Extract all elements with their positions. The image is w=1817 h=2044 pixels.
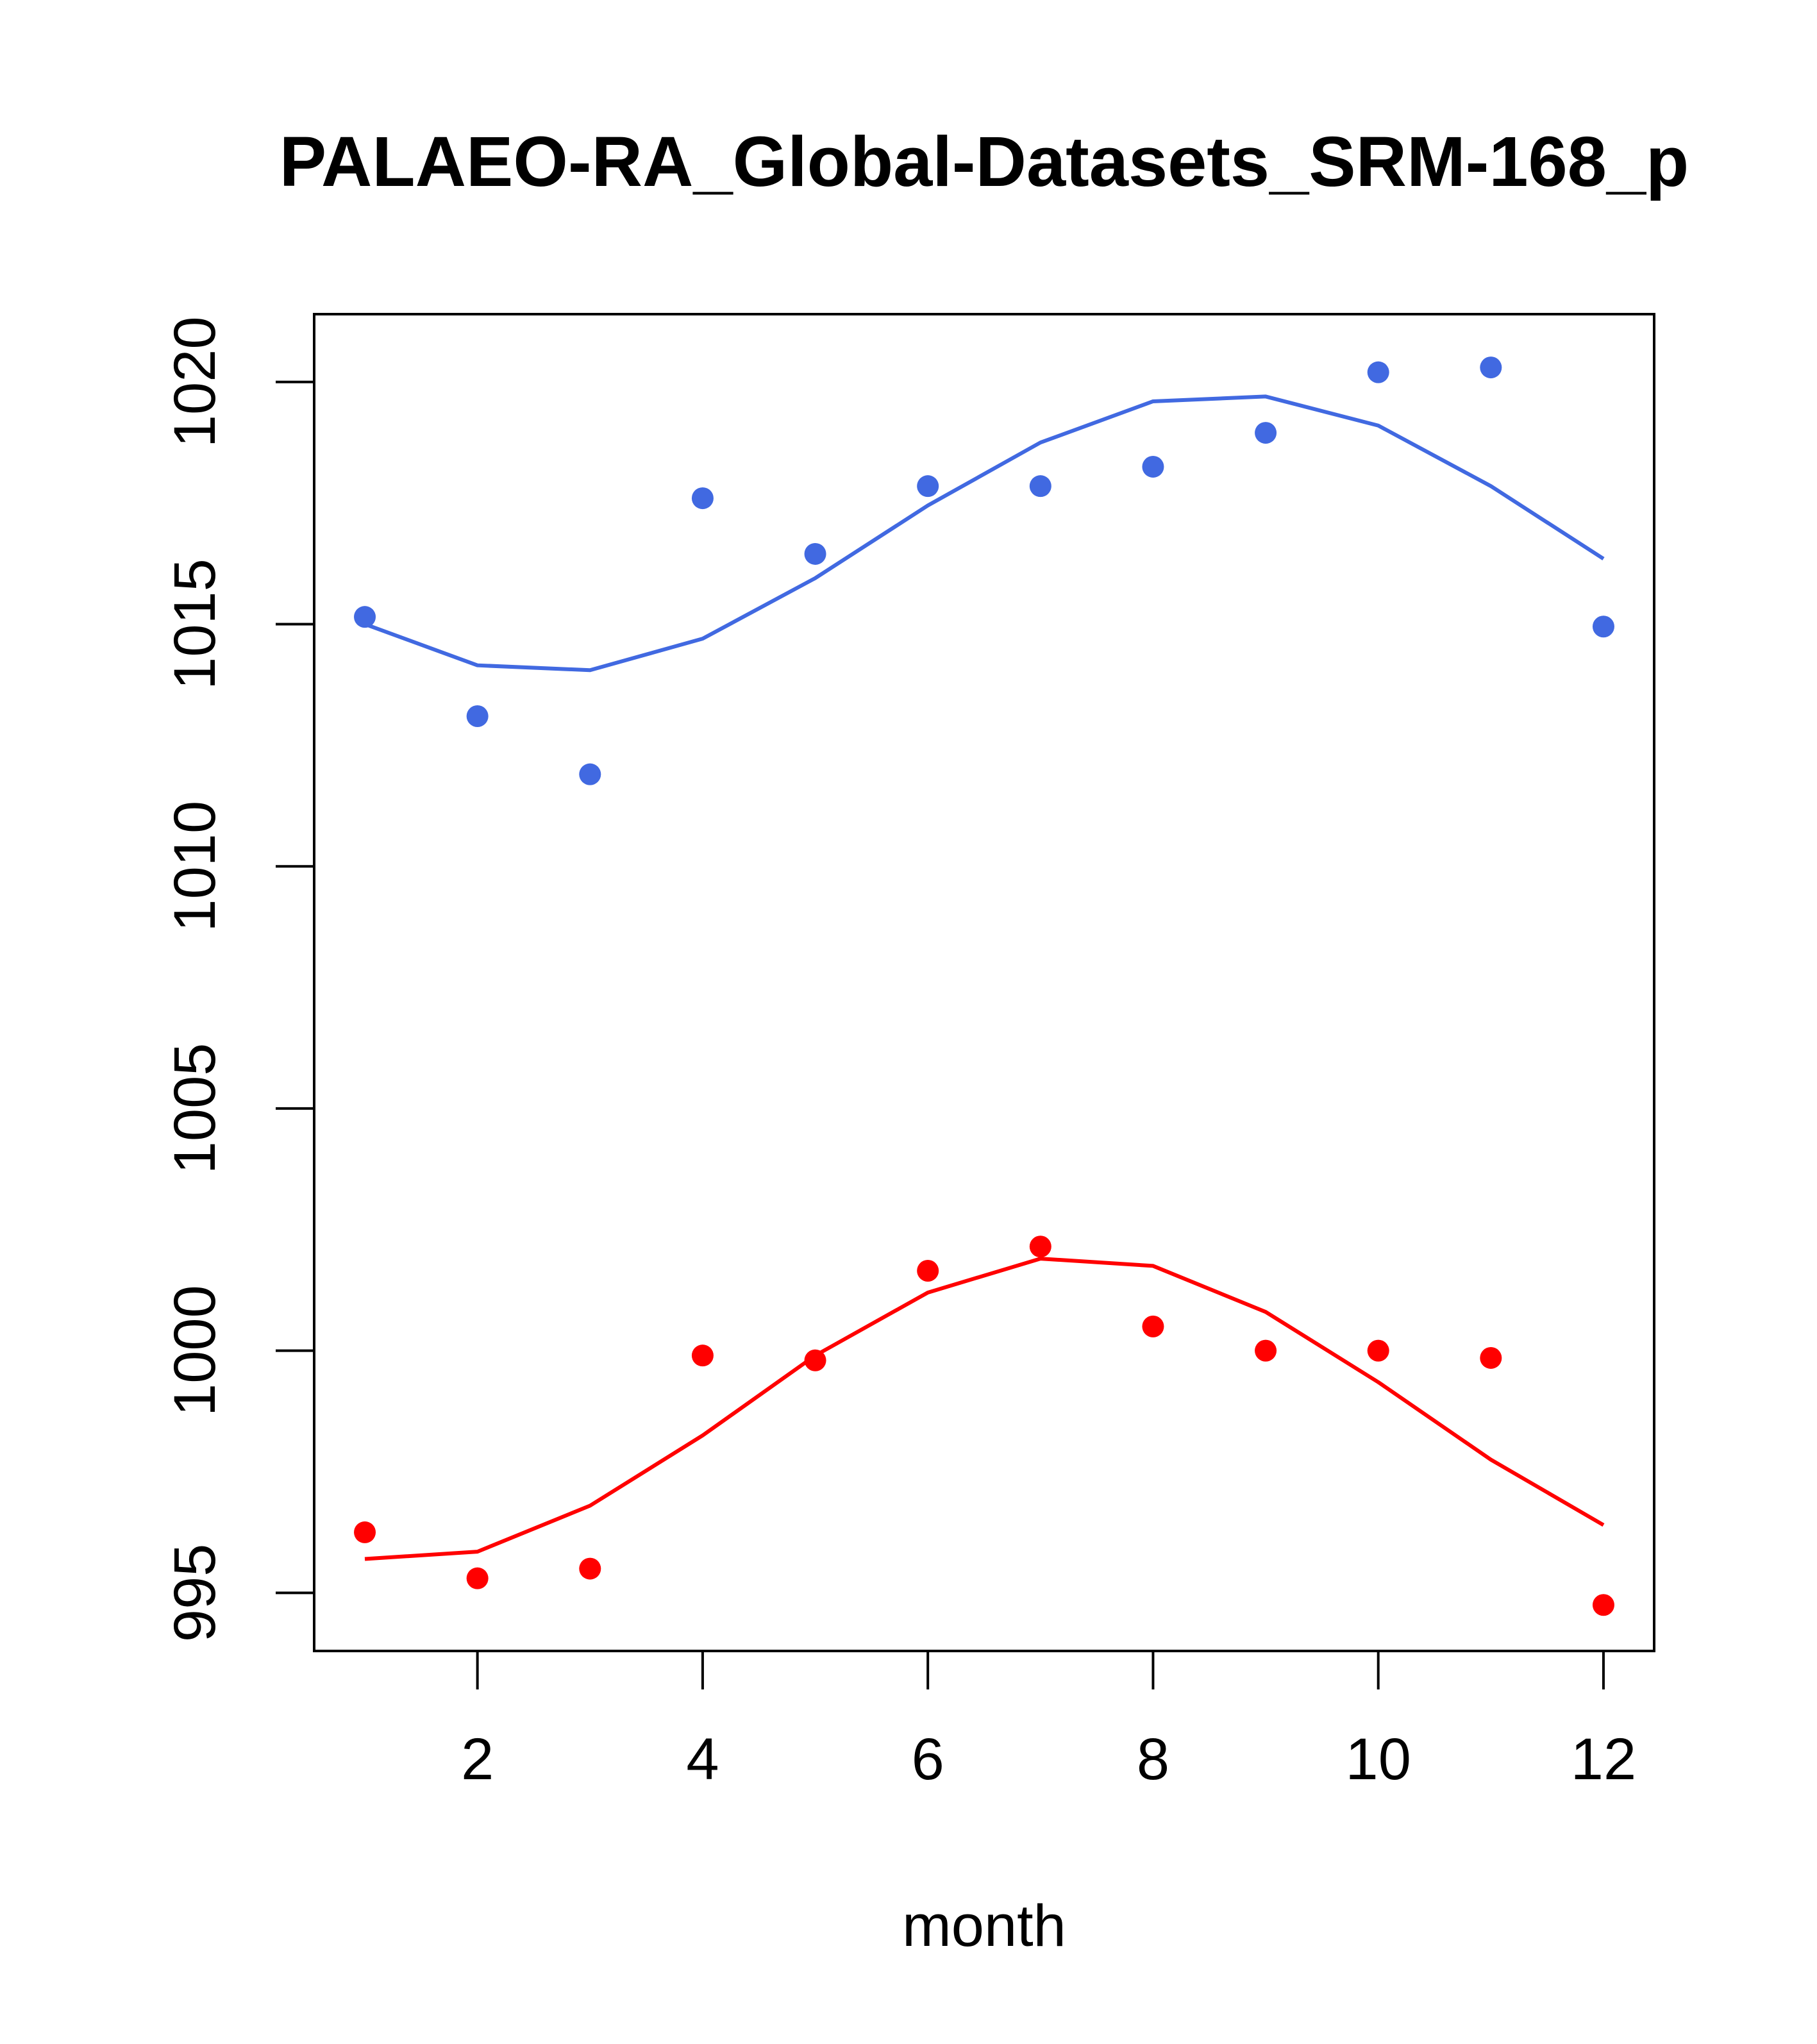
series-upper-line <box>364 394 1605 673</box>
series-lower-point-3 <box>579 1557 601 1580</box>
series-lower-point-12 <box>1592 1594 1614 1616</box>
series-lower-point-2 <box>466 1567 489 1589</box>
series-upper-point-2 <box>466 705 489 728</box>
series-lower-point-9 <box>1255 1339 1277 1362</box>
x-tick-label-2: 6 <box>912 1727 944 1792</box>
series-upper-point-11 <box>1480 356 1502 379</box>
series-upper <box>354 356 1614 785</box>
series-upper-point-6 <box>917 475 939 498</box>
series-upper-point-10 <box>1367 361 1389 383</box>
x-tick-label-0: 2 <box>461 1727 494 1792</box>
y-axis: 995 1000 1005 1010 1015 1020 <box>162 316 315 1643</box>
series-lower-line <box>364 1257 1605 1561</box>
y-tick-label-3: 1010 <box>162 801 228 932</box>
x-tick-label-3: 8 <box>1137 1727 1169 1792</box>
y-tick-label-1: 1000 <box>162 1285 228 1416</box>
chart-title: PALAEO-RA_Global-Datasets_SRM-168_p <box>280 122 1689 201</box>
series-layer <box>354 356 1614 1616</box>
x-tick-label-4: 10 <box>1346 1727 1411 1792</box>
y-tick-label-5: 1020 <box>162 316 228 448</box>
series-upper-point-4 <box>691 487 714 510</box>
series-upper-point-1 <box>354 606 376 628</box>
series-upper-point-12 <box>1592 616 1614 638</box>
series-lower-point-10 <box>1367 1339 1389 1362</box>
series-upper-point-8 <box>1142 455 1164 478</box>
series-lower-point-5 <box>804 1349 826 1371</box>
series-lower-point-1 <box>354 1521 376 1543</box>
x-axis: 2 4 6 8 10 12 <box>461 1650 1636 1792</box>
series-upper-point-9 <box>1255 422 1277 444</box>
y-tick-label-0: 995 <box>162 1544 228 1643</box>
series-lower-point-7 <box>1029 1236 1051 1258</box>
series-lower-point-6 <box>917 1259 939 1282</box>
series-lower-point-4 <box>691 1345 714 1367</box>
series-lower-point-8 <box>1142 1315 1164 1337</box>
series-upper-point-5 <box>804 542 826 565</box>
series-lower-point-11 <box>1480 1346 1502 1369</box>
y-tick-label-4: 1015 <box>162 558 228 690</box>
x-tick-label-5: 12 <box>1571 1727 1636 1792</box>
y-tick-label-2: 1005 <box>162 1043 228 1175</box>
series-lower <box>354 1236 1614 1616</box>
series-upper-point-3 <box>579 763 601 785</box>
plot-frame <box>313 313 1655 1652</box>
x-tick-label-1: 4 <box>686 1727 719 1792</box>
x-axis-label: month <box>902 1893 1066 1959</box>
series-upper-point-7 <box>1029 475 1051 498</box>
